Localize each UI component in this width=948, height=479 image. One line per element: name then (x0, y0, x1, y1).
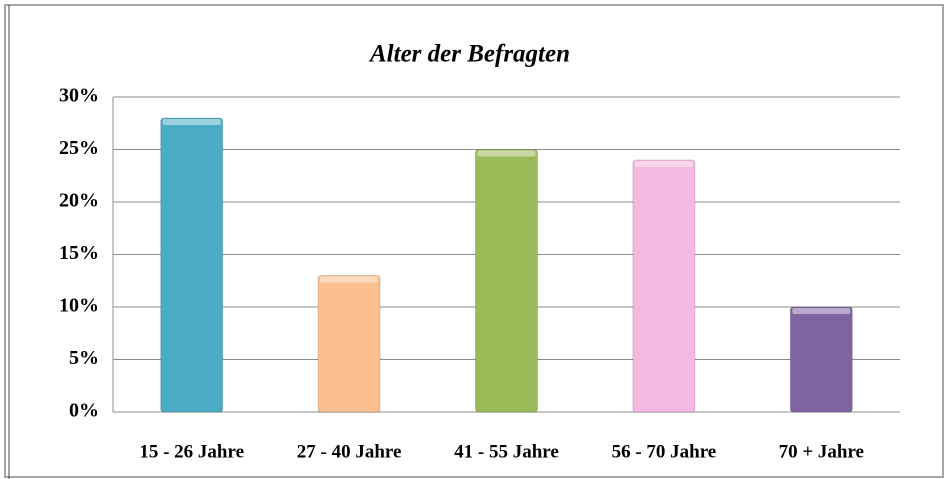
bar-highlight (477, 150, 536, 157)
x-tick-label: 70 + Jahre (779, 441, 864, 462)
chart-title: Alter der Befragten (368, 41, 570, 68)
bar-highlight (792, 308, 851, 314)
bar (475, 149, 538, 413)
bar-highlight (320, 276, 379, 283)
bar-highlight (634, 161, 693, 167)
chart-frame (4, 4, 944, 478)
x-tick-label: 15 - 26 Jahre (139, 441, 244, 462)
y-tick-label: 0% (69, 400, 99, 422)
x-tick-label: 41 - 55 Jahre (454, 441, 559, 462)
y-tick-label: 20% (59, 190, 99, 212)
y-tick-label: 25% (59, 137, 99, 159)
y-tick-label: 5% (69, 347, 99, 369)
y-tick-label: 10% (59, 295, 99, 317)
x-tick-label: 56 - 70 Jahre (612, 441, 717, 462)
bar (789, 306, 853, 413)
bar (632, 159, 696, 413)
bar-highlight (162, 119, 221, 125)
x-tick-label: 27 - 40 Jahre (297, 441, 402, 462)
bar (160, 117, 224, 413)
bar (317, 275, 381, 413)
y-tick-label: 30% (59, 85, 99, 107)
y-tick-label: 15% (59, 242, 99, 264)
